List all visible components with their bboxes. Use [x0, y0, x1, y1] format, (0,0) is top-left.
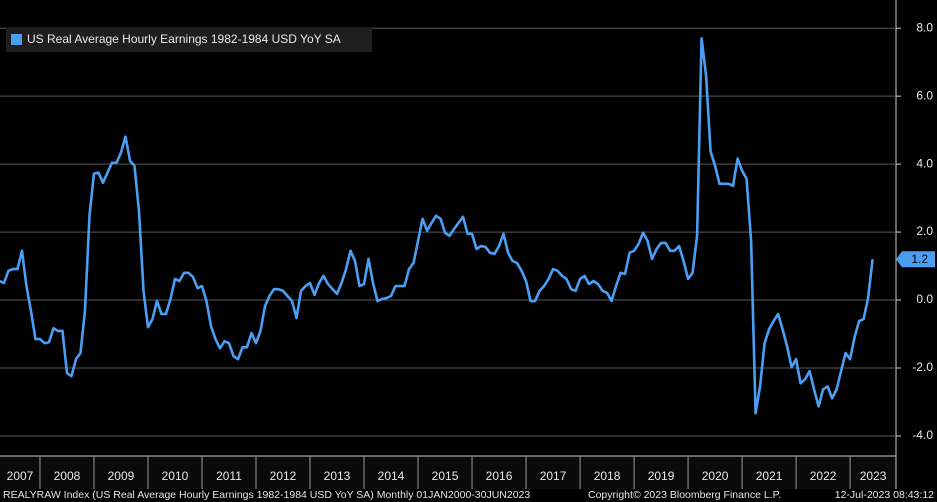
last-value-label: 1.2	[911, 252, 928, 266]
x-tick-label: 2013	[324, 469, 351, 483]
legend: US Real Average Hourly Earnings 1982-198…	[6, 28, 372, 52]
x-tick-label: 2019	[648, 469, 675, 483]
y-tick-label: 4.0	[916, 156, 933, 170]
legend-swatch	[11, 34, 22, 45]
y-tick-label: 8.0	[916, 20, 933, 34]
x-tick-label: 2010	[162, 469, 189, 483]
x-tick-label: 2017	[540, 469, 567, 483]
y-tick-label: 6.0	[916, 88, 933, 102]
x-tick-label: 2023	[860, 469, 887, 483]
source-note: REALYRAW Index (US Real Average Hourly E…	[3, 489, 530, 501]
timestamp: 12-Jul-2023 08:43:12	[835, 489, 934, 501]
x-tick-label: 2008	[54, 469, 81, 483]
x-tick-label: 2007	[7, 469, 34, 483]
x-tick-label: 2022	[810, 469, 837, 483]
y-tick-label: 0.0	[916, 292, 933, 306]
x-tick-label: 2016	[486, 469, 513, 483]
copyright: Copyright© 2023 Bloomberg Finance L.P.	[588, 489, 781, 501]
x-tick-label: 2009	[108, 469, 135, 483]
x-tick-label: 2018	[594, 469, 621, 483]
x-tick-label: 2015	[432, 469, 459, 483]
legend-label: US Real Average Hourly Earnings 1982-198…	[27, 32, 341, 46]
legend-box	[6, 28, 372, 52]
x-axis-band	[0, 456, 896, 489]
x-tick-label: 2012	[270, 469, 297, 483]
data-line	[0, 37, 874, 415]
y-tick-label: -4.0	[912, 428, 933, 442]
x-tick-label: 2014	[378, 469, 405, 483]
x-tick-label: 2020	[702, 469, 729, 483]
y-tick-label: 2.0	[916, 224, 933, 238]
x-tick-label: 2011	[216, 469, 242, 483]
x-tick-label: 2021	[756, 469, 783, 483]
y-tick-label: -2.0	[912, 360, 933, 374]
last-value-tag	[896, 251, 935, 268]
marks	[0, 37, 874, 415]
